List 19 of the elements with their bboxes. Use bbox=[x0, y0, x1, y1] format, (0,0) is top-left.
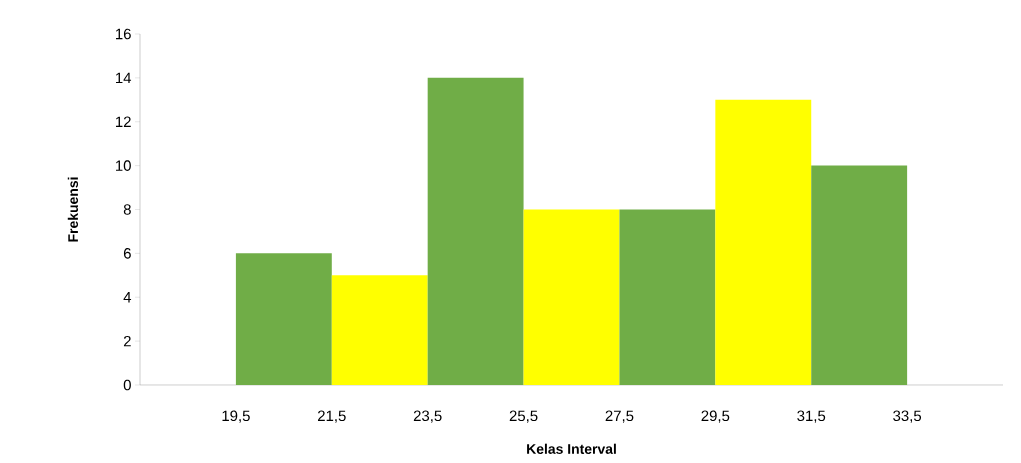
x-tick-label: 29,5 bbox=[701, 410, 730, 423]
y-axis-title: Frekuensi bbox=[67, 177, 79, 242]
y-tick-label: 16 bbox=[116, 28, 131, 40]
x-tick-label: 27,5 bbox=[605, 410, 634, 423]
x-tick-label: 19,5 bbox=[222, 410, 250, 423]
y-tick-label: 4 bbox=[123, 292, 132, 303]
x-tick-label: 33,5 bbox=[893, 410, 922, 423]
y-tick-label: 2 bbox=[123, 335, 131, 347]
y-tick-label: 14 bbox=[116, 72, 132, 83]
x-tick-label: 25,5 bbox=[509, 410, 538, 423]
y-tick-label: 12 bbox=[116, 116, 131, 127]
y-tick-label: 0 bbox=[123, 379, 131, 391]
y-tick-label: 10 bbox=[116, 160, 131, 171]
x-tick-label: 31,5 bbox=[797, 410, 826, 423]
x-tick-label: 23,5 bbox=[413, 410, 442, 423]
x-tick-label: 21,5 bbox=[318, 410, 346, 423]
x-axis-title: Kelas Interval bbox=[527, 443, 616, 454]
y-tick-label: 8 bbox=[123, 204, 131, 215]
y-tick-label: 6 bbox=[123, 248, 131, 259]
